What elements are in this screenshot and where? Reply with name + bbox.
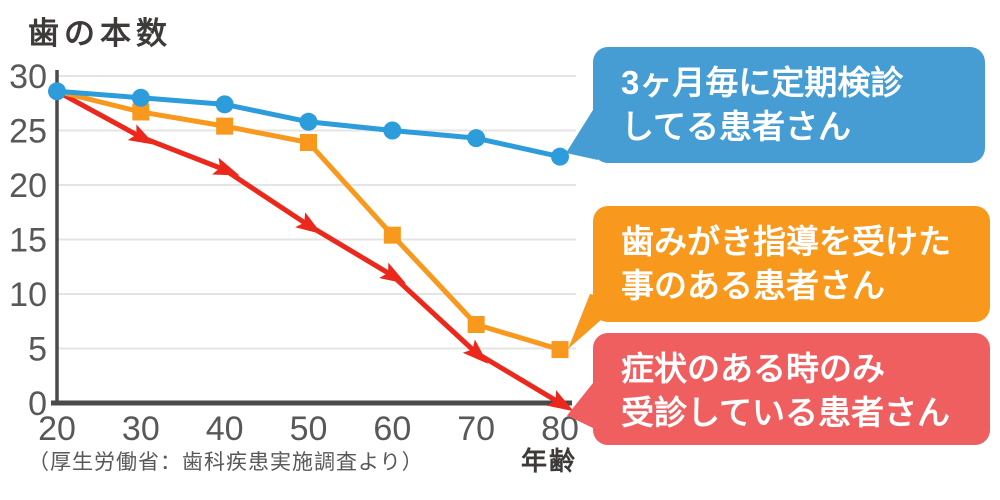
square-marker <box>551 341 569 359</box>
arrow-marker <box>462 339 488 364</box>
callout-symptom-only: 症状のある時のみ 受診している患者さん <box>567 333 990 445</box>
axes <box>51 70 572 406</box>
square-marker <box>383 226 401 244</box>
arrow-marker <box>127 124 155 145</box>
circle-marker <box>551 147 569 166</box>
series-brushing-instruction <box>54 88 569 359</box>
y-tick-label: 20 <box>9 167 47 205</box>
arrow-marker <box>295 212 322 235</box>
square-marker <box>467 316 485 334</box>
callout-text-line2: 受診している患者さん <box>621 394 951 431</box>
series-regular-checkup <box>48 82 569 166</box>
x-tick-label: 40 <box>206 410 244 448</box>
source-note: （厚生労働省：歯科疾患実施調査より） <box>28 451 424 474</box>
arrow-marker <box>379 262 407 284</box>
arrow-marker <box>212 157 240 176</box>
x-tick-label: 50 <box>290 410 328 448</box>
series-symptom-only <box>54 88 574 412</box>
callout-text-line1: 症状のある時のみ <box>621 350 885 387</box>
y-tick-label: 15 <box>9 222 47 260</box>
x-tick-label: 60 <box>373 410 411 448</box>
callout-text-line2: してる患者さん <box>621 108 852 145</box>
x-tick-label: 30 <box>122 410 160 448</box>
x-axis-title: 年齢 <box>521 446 578 476</box>
y-tick-label: 0 <box>28 385 47 423</box>
circle-marker <box>215 95 234 114</box>
circle-marker <box>299 112 318 131</box>
callout-text-line1: 歯みがき指導を受けた <box>621 223 951 260</box>
circle-marker <box>467 129 486 148</box>
callout-text-line1: 3ヶ月毎に定期検診 <box>621 64 904 101</box>
callout-brushing-instruction: 歯みがき指導を受けた 事のある患者さん <box>568 206 990 349</box>
y-tick-label: 25 <box>9 113 47 151</box>
arrow-marker <box>546 390 574 412</box>
x-tick-label: 20 <box>38 410 76 448</box>
x-tick-label: 70 <box>457 410 495 448</box>
y-tick-label: 10 <box>9 276 47 314</box>
circle-marker <box>131 88 150 107</box>
callout-regular-checkup: 3ヶ月毎に定期検診 してる患者さん <box>566 47 985 163</box>
callout-text-line2: 事のある患者さん <box>621 267 885 304</box>
y-tick-label: 5 <box>28 331 47 369</box>
gridlines <box>57 75 576 350</box>
circle-marker <box>48 82 66 101</box>
square-marker <box>300 133 317 151</box>
square-marker <box>132 103 150 121</box>
square-marker <box>216 117 234 135</box>
y-tick-label: 30 <box>9 58 47 96</box>
circle-marker <box>383 121 402 140</box>
chart-title: 歯の本数 <box>28 16 172 51</box>
